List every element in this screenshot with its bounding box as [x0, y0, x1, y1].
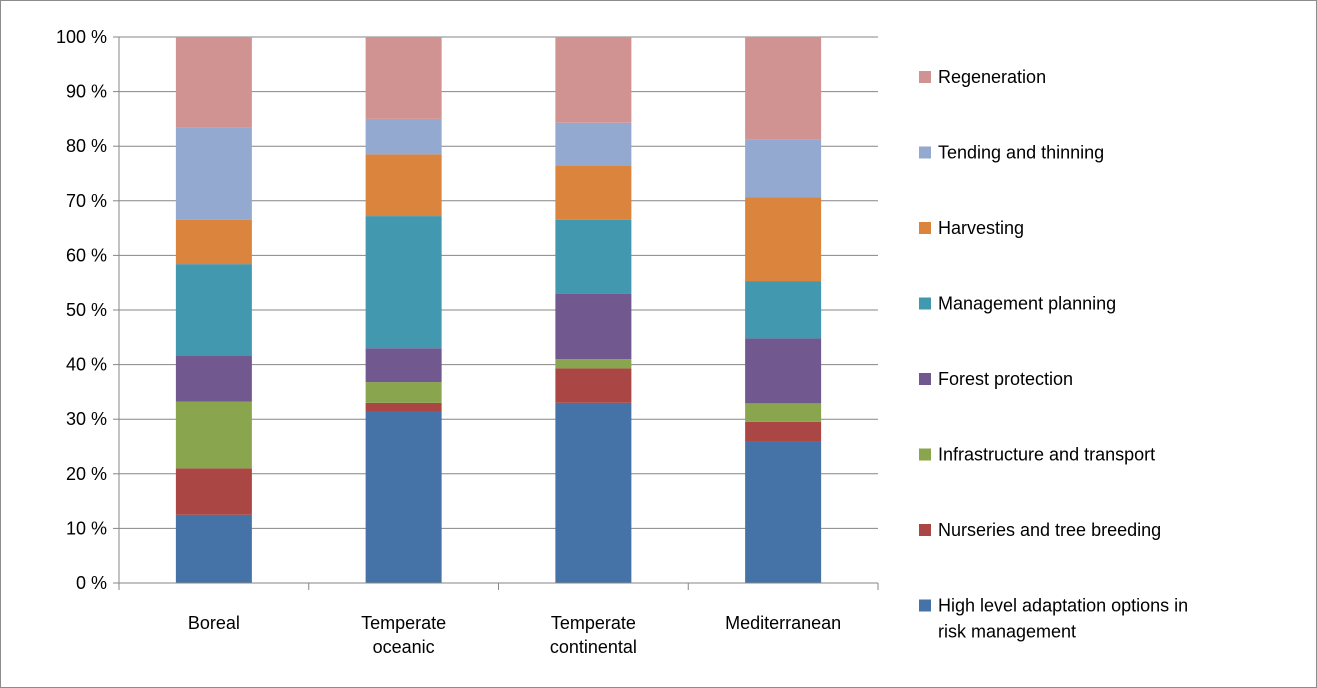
- bar-segment: [365, 348, 442, 383]
- bar-segment: [365, 411, 442, 583]
- y-tick-label: 10 %: [66, 518, 107, 538]
- bar-segment: [365, 216, 442, 349]
- x-tick-label: Boreal: [188, 613, 240, 633]
- legend-swatch: [919, 373, 931, 385]
- axes: [113, 36, 879, 590]
- y-tick-label: 20 %: [66, 464, 107, 484]
- bar-segment: [745, 441, 822, 583]
- legend-swatch: [919, 524, 931, 536]
- legend-swatch: [919, 222, 931, 234]
- bar-segment: [745, 37, 822, 140]
- legend-swatch: [919, 146, 931, 159]
- bar-segment: [555, 293, 632, 360]
- bar-segment: [745, 139, 822, 198]
- bar-segment: [745, 421, 822, 442]
- y-tick-label: 0 %: [76, 573, 107, 593]
- bars: [175, 37, 822, 583]
- legend-label: Harvesting: [938, 218, 1024, 238]
- bar-segment: [555, 359, 632, 369]
- bar-segment: [745, 403, 822, 422]
- legend-label: Infrastructure and transport: [938, 445, 1155, 465]
- bar-segment: [745, 338, 822, 404]
- bar-segment: [365, 402, 442, 412]
- y-tick-label: 40 %: [66, 355, 107, 375]
- bar-segment: [365, 118, 442, 155]
- bar-segment: [175, 468, 252, 515]
- legend-swatch: [919, 71, 931, 83]
- bar-segment: [555, 402, 632, 583]
- y-tick-label: 70 %: [66, 191, 107, 211]
- bar-segment: [555, 368, 632, 403]
- bar-segment: [175, 219, 252, 265]
- y-axis-tick-labels: 0 % 10 % 20 % 30 % 40 % 50 % 60 % 70 % 80 % 90 % 1…: [56, 27, 107, 593]
- legend-swatch: [919, 448, 931, 461]
- bar-segment: [175, 514, 252, 583]
- bar-segment: [555, 122, 632, 166]
- x-tick-label: Mediterranean: [725, 613, 841, 633]
- x-tick-label: Temperate: [361, 613, 446, 633]
- y-tick-label: 30 %: [66, 409, 107, 429]
- bar-segment: [555, 219, 632, 294]
- bar-segment: [365, 154, 442, 217]
- bar-segment: [745, 197, 822, 282]
- bar-segment: [175, 127, 252, 220]
- legend-label: Tending and thinning: [938, 143, 1104, 163]
- legend-label-line: risk management: [938, 622, 1076, 642]
- bar-segment: [365, 37, 442, 119]
- legend-label: Management planning: [938, 294, 1116, 314]
- y-tick-label: 90 %: [66, 82, 107, 102]
- legend-label: Forest protection: [938, 369, 1073, 389]
- legend-swatch: [919, 599, 931, 612]
- bar-segment: [365, 382, 442, 403]
- legend-swatch: [919, 297, 931, 310]
- legend-label: Nurseries and tree breeding: [938, 520, 1161, 540]
- bar-segment: [555, 37, 632, 123]
- legend-label-line: High level adaptation options in: [938, 596, 1188, 616]
- y-tick-label: 80 %: [66, 136, 107, 156]
- x-axis-tick-labels: Boreal Temperate oceanic Temperate continent…: [188, 613, 841, 657]
- legend-label: High level adaptation options in risk man…: [938, 596, 1188, 642]
- y-tick-label: 100 %: [56, 27, 107, 47]
- legend: Regeneration Tending and thinning Harvesti…: [919, 67, 1188, 642]
- bar-segment: [175, 401, 252, 469]
- bar-segment: [175, 37, 252, 128]
- y-tick-label: 60 %: [66, 245, 107, 265]
- bar-segment: [555, 165, 632, 220]
- y-tick-label: 50 %: [66, 300, 107, 320]
- bar-segment: [745, 281, 822, 339]
- x-tick-label: oceanic: [373, 637, 435, 657]
- bar-segment: [175, 264, 252, 356]
- legend-label: Regeneration: [938, 67, 1046, 87]
- bar-segment: [175, 355, 252, 402]
- x-tick-label: continental: [550, 637, 637, 657]
- x-tick-label: Temperate: [551, 613, 636, 633]
